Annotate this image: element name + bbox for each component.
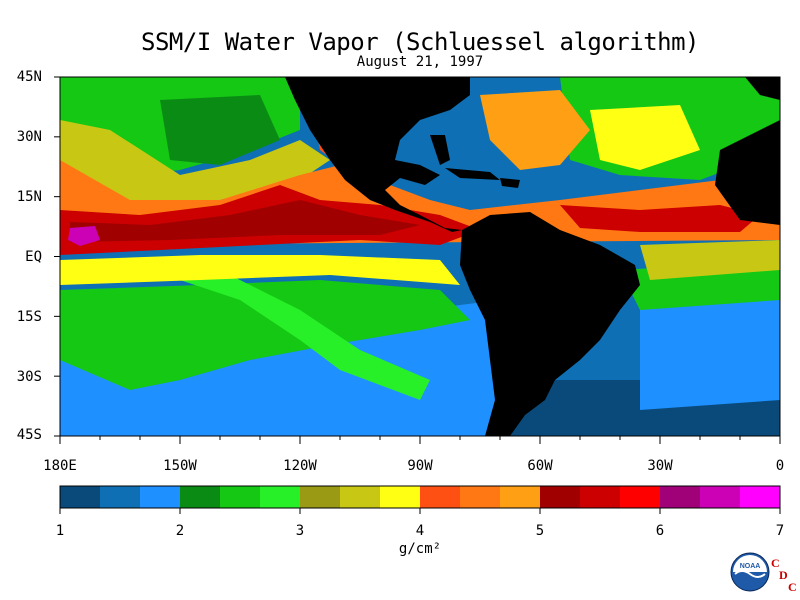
colorbar-swatch: [100, 486, 141, 508]
map-layers: [60, 77, 780, 436]
colorbar-swatch: [500, 486, 541, 508]
lat-label-15s: 15S: [16, 309, 42, 325]
colorbar-tick-7: 7: [775, 523, 785, 539]
colorbar-tick-5: 5: [535, 523, 545, 539]
florida-land: [430, 135, 450, 165]
colorbar-tick-2: 2: [175, 523, 185, 539]
lon-label-120w: 120W: [283, 458, 317, 474]
lat-label-30n: 30N: [16, 129, 42, 145]
colorbar-tick-1: 1: [55, 523, 65, 539]
colorbar-swatch: [60, 486, 101, 508]
colorbar-swatch: [260, 486, 301, 508]
colorbar-units: g/cm²: [398, 541, 442, 557]
colorbar-tick-3: 3: [295, 523, 305, 539]
western-pacific-magenta: [68, 226, 100, 246]
lon-label-180e: 180E: [43, 458, 77, 474]
north-yellow-band: [60, 120, 330, 205]
hispaniola-land: [500, 178, 520, 188]
north-america-land: [285, 77, 470, 232]
noaa-logo: NOAA: [730, 552, 770, 592]
lat-label-30s: 30S: [16, 369, 42, 385]
gulf-orange: [480, 90, 590, 170]
colorbar-swatch: [580, 486, 621, 508]
latitude-ticks: [54, 76, 60, 437]
colorbar-swatch: [140, 486, 181, 508]
colorbar-swatch: [700, 486, 741, 508]
longitude-ticks: [59, 436, 781, 444]
south-green-belt: [60, 280, 470, 390]
atlantic-yellow: [590, 105, 700, 170]
south-america-land: [460, 212, 640, 436]
south-yellow-band: [60, 255, 460, 285]
lon-label-30w: 30W: [647, 458, 673, 474]
colorbar-swatch: [220, 486, 261, 508]
europe-land: [745, 77, 780, 100]
africa-land: [715, 120, 780, 225]
lat-label-45n: 45N: [16, 69, 42, 85]
colorbar-swatch: [380, 486, 421, 508]
cuba-land: [445, 168, 500, 180]
colorbar-swatch: [420, 486, 461, 508]
lat-label-15n: 15N: [16, 189, 42, 205]
chart-date: August 21, 1997: [356, 54, 484, 70]
lon-label-0: 0: [775, 458, 785, 474]
cdc-letter-c1: C: [771, 556, 780, 570]
colorbar-tick-6: 6: [655, 523, 665, 539]
south-atlantic-yellow: [640, 240, 780, 280]
south-atlantic-blue: [640, 295, 780, 410]
colorbar-swatch: [180, 486, 221, 508]
spcz-green-band: [150, 270, 430, 400]
colorbar-swatch: [660, 486, 701, 508]
colorbar-swatch: [340, 486, 381, 508]
colorbar-swatch: [460, 486, 501, 508]
cdc-letter-c2: C: [788, 580, 797, 594]
lon-label-90w: 90W: [407, 458, 433, 474]
atlantic-itcz-red: [560, 205, 760, 232]
colorbar-swatch: [740, 486, 781, 508]
north-pacific-dark-green: [160, 95, 280, 165]
colorbar-swatch: [620, 486, 661, 508]
colorbar-tick-4: 4: [415, 523, 425, 539]
colorbar: [59, 485, 781, 514]
noaa-badge-text: NOAA: [740, 563, 761, 570]
lon-label-150w: 150W: [163, 458, 197, 474]
lat-label-eq: EQ: [25, 249, 42, 265]
lon-label-60w: 60W: [527, 458, 553, 474]
colorbar-swatch: [540, 486, 581, 508]
cdc-letter-d: D: [779, 568, 788, 582]
colorbar-swatch: [300, 486, 341, 508]
itcz-dark-red: [70, 200, 420, 242]
chart-title: SSM/I Water Vapor (Schluessel algorithm): [141, 28, 699, 56]
lat-label-45s: 45S: [16, 427, 42, 443]
